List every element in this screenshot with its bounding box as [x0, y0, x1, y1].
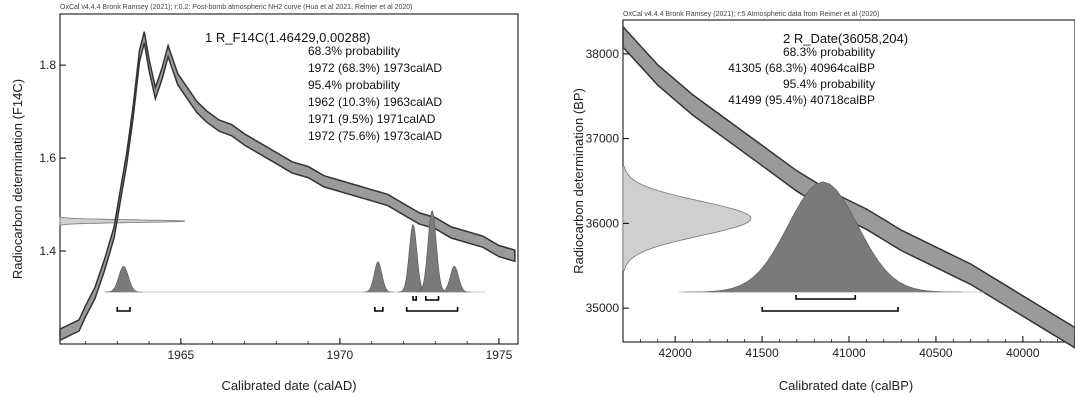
result-line: 95.4% probability — [783, 77, 875, 91]
x-tick-label: 41500 — [745, 346, 779, 360]
y-axis-label-1: Radiocarbon determination (F14C) — [10, 79, 25, 279]
x-tick-label: 1965 — [168, 348, 195, 362]
posterior-peak — [104, 266, 143, 293]
posterior-peak — [415, 210, 449, 293]
result-line: 1972 (75.6%) 1973calAD — [308, 129, 442, 143]
y-tick-label: 36000 — [586, 216, 620, 230]
posterior-peak — [683, 181, 963, 293]
measurement-distribution — [59, 216, 186, 226]
result-line: 68.3% probability — [308, 44, 400, 58]
measurement-distribution — [622, 166, 752, 271]
y-tick-label: 1.8 — [39, 58, 56, 72]
x-axis-label-2: Calibrated date (calBP) — [779, 378, 913, 393]
chart-panel-1: OxCal v4.4.4 Bronk Ramsey (2021); r:0.2:… — [10, 4, 519, 393]
plot-marks-2: 42000 41500 41000 40500 40000 35000 36000 37000… — [586, 24, 1075, 360]
result-line: 95.4% probability — [308, 78, 400, 92]
range-68-bracket — [795, 295, 857, 300]
result-line: 1962 (10.3%) 1963calAD — [308, 95, 442, 109]
y-tick-label: 38000 — [586, 47, 620, 61]
range-95-bracket — [374, 307, 384, 312]
result-line: 1972 (68.3%) 1973calAD — [308, 61, 442, 75]
chart-panel-2: OxCal v4.4.4 Bronk Ramsey (2021); r:5 At… — [571, 11, 1075, 393]
x-axis-label-1: Calibrated date (calAD) — [221, 378, 356, 393]
x-tick-label: 40500 — [919, 346, 953, 360]
plot-marks-1: 1965 1970 1975 1.4 1.6 1.8 — [39, 31, 516, 362]
range-95-bracket — [116, 307, 131, 312]
range-68-bracket — [412, 296, 418, 301]
plot-frame-1 — [59, 13, 519, 345]
result-title-2: 2 R_Date(36058,204) — [783, 31, 908, 46]
x-tick-label: 1970 — [327, 348, 354, 362]
range-95-bracket — [405, 307, 459, 312]
chart-header-1: OxCal v4.4.4 Bronk Ramsey (2021); r:0.2:… — [60, 4, 413, 11]
range-95-bracket — [761, 307, 899, 312]
calibration-curve — [622, 24, 1075, 349]
posterior-peak — [437, 266, 471, 293]
result-title-1: 1 R_F14C(1.46429,0.00288) — [205, 30, 371, 45]
result-line: 68.3% probability — [783, 45, 875, 59]
x-tick-label: 41000 — [832, 346, 866, 360]
x-tick-label: 1975 — [486, 348, 513, 362]
y-tick-label: 1.4 — [39, 244, 56, 258]
result-line: 41305 (68.3%) 40964calBP — [728, 61, 875, 75]
y-axis-label-2: Radiocarbon determination (BP) — [571, 88, 586, 274]
y-tick-label: 1.6 — [39, 151, 56, 165]
y-tick-label: 35000 — [586, 301, 620, 315]
x-tick-label: 40000 — [1006, 346, 1040, 360]
range-68-bracket — [424, 296, 440, 301]
calibration-curve — [59, 31, 516, 342]
result-line: 41499 (95.4%) 40718calBP — [728, 93, 875, 107]
x-tick-label: 42000 — [658, 346, 692, 360]
y-tick-label: 37000 — [586, 132, 620, 146]
result-line: 1971 (9.5%) 1971calAD — [308, 112, 436, 126]
chart-header-2: OxCal v4.4.4 Bronk Ramsey (2021); r:5 At… — [623, 11, 879, 18]
posterior-peak — [362, 261, 394, 293]
result-lines-1: 68.3% probability 1972 (68.3%) 1973calAD 9… — [308, 44, 442, 143]
result-lines-2: 68.3% probability 41305 (68.3%) 40964calB… — [728, 45, 875, 107]
